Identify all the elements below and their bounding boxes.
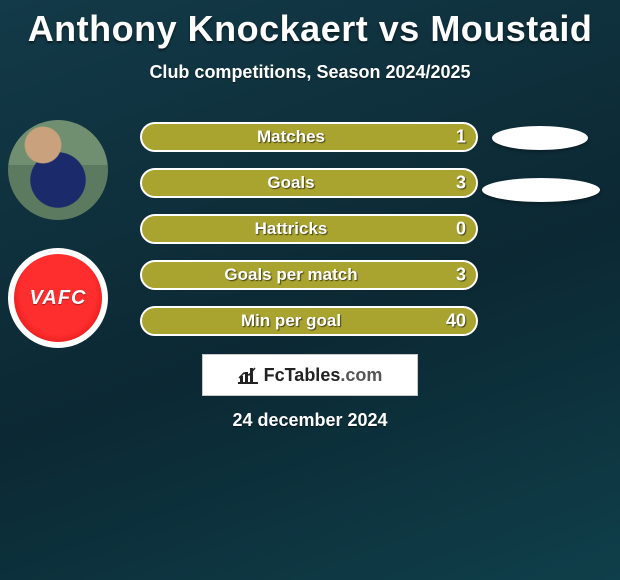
stat-row: Matches1 [140,122,480,152]
stat-row: Goals per match3 [140,260,480,290]
title-player1: Anthony Knockaert [28,8,369,49]
logo-brand: FcTables [264,365,341,385]
logo-domain: .com [340,365,382,385]
stat-value: 1 [456,127,466,148]
stat-label: Matches [124,127,458,147]
stat-value: 3 [456,265,466,286]
club-badge: VAFC [14,254,102,342]
date: 24 december 2024 [0,410,620,431]
stat-bar: Min per goal40 [140,306,478,336]
stat-row: Min per goal40 [140,306,480,336]
stat-value: 40 [446,311,466,332]
comparison-title: Anthony Knockaert vs Moustaid [0,0,620,50]
stat-label: Goals [124,173,458,193]
stat-row: Goals3 [140,168,480,198]
bar-chart-icon [238,366,258,384]
stat-value: 3 [456,173,466,194]
player1-avatar [8,120,108,220]
avatars: VAFC [8,120,118,376]
stat-row: Hattricks0 [140,214,480,244]
subtitle: Club competitions, Season 2024/2025 [0,62,620,83]
comparison-pill [482,178,600,202]
stat-bars: Matches1 Goals3 Hattricks0 Goals per match3… [140,122,480,352]
club-badge-text: VAFC [30,287,87,310]
stat-label: Min per goal [124,311,458,331]
stat-label: Goals per match [124,265,458,285]
stat-value: 0 [456,219,466,240]
stat-bar: Goals per match3 [140,260,478,290]
comparison-pill [492,126,588,150]
stat-label: Hattricks [124,219,458,239]
title-vs: vs [379,8,420,49]
stat-bar: Matches1 [140,122,478,152]
stat-bar: Hattricks0 [140,214,478,244]
logo-text: FcTables.com [264,365,383,386]
source-logo: FcTables.com [202,354,418,396]
stat-bar: Goals3 [140,168,478,198]
player2-avatar: VAFC [8,248,108,348]
title-player2: Moustaid [430,8,592,49]
